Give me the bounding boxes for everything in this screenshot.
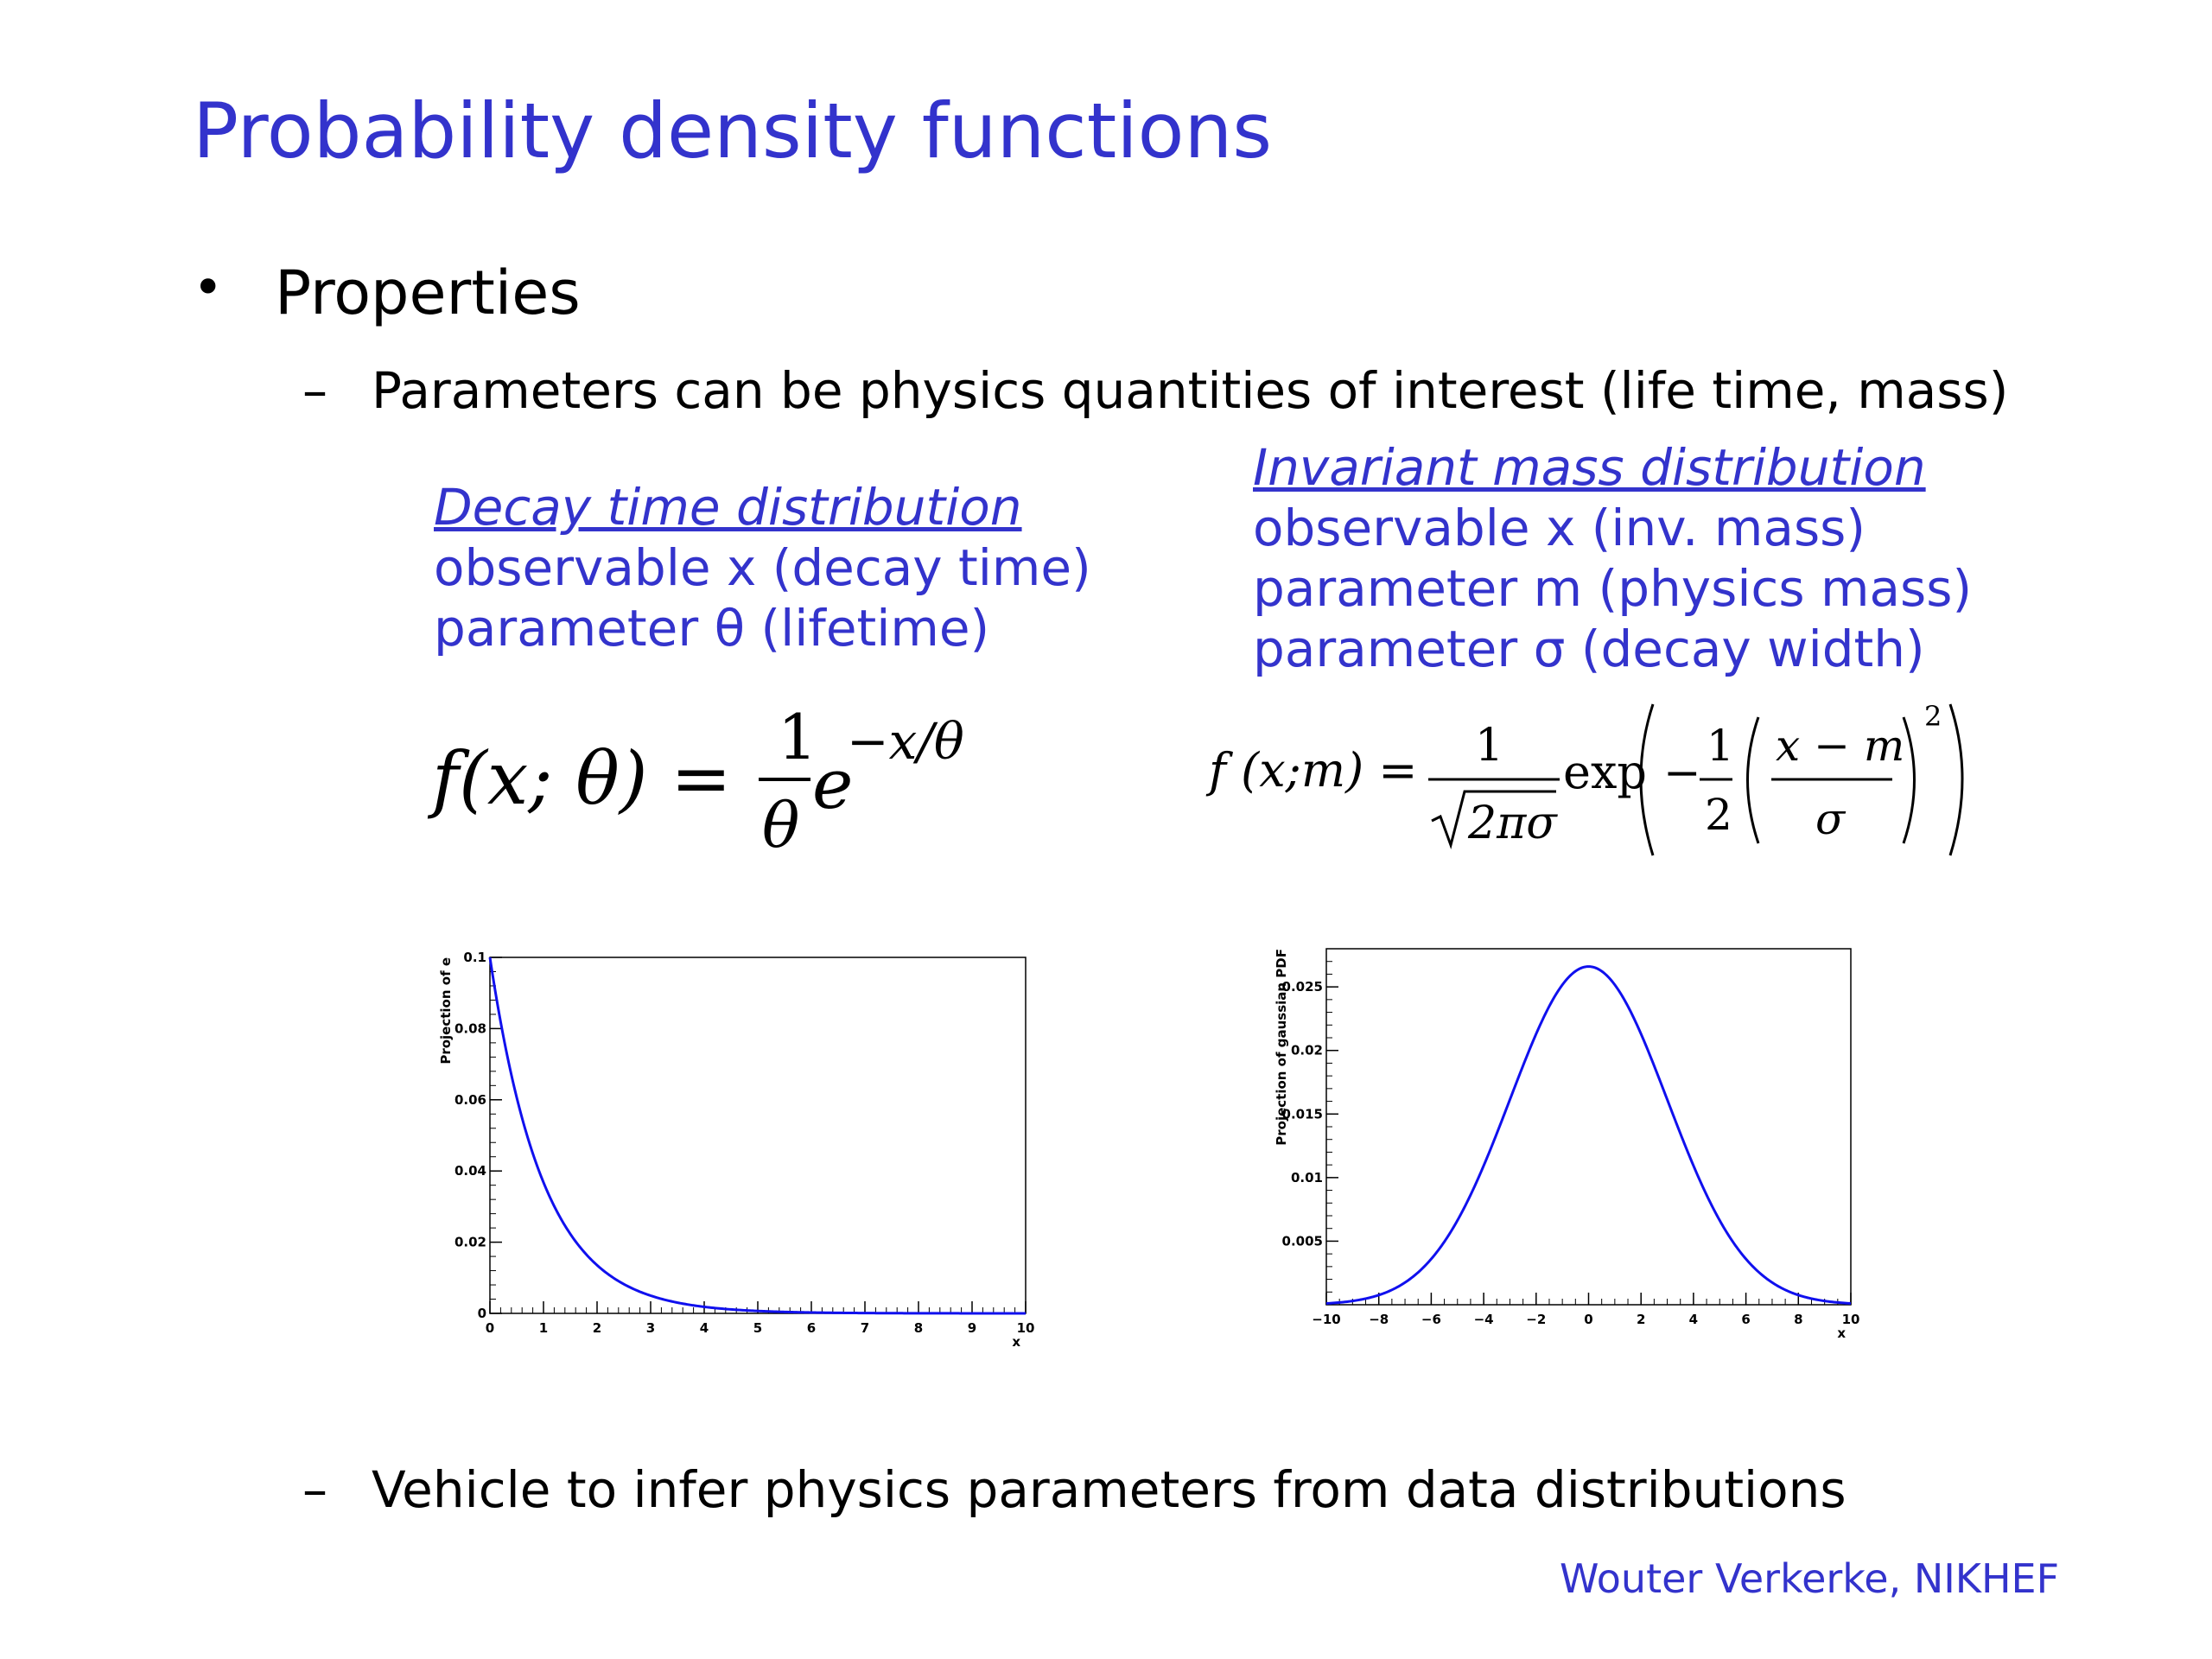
gaussian-formula: f (x;m) = 1 2πσ exp − 1 2 x − m σ 2 bbox=[1205, 700, 1964, 856]
x-tick-label: 7 bbox=[861, 1320, 869, 1336]
x-tick-label: 0 bbox=[486, 1320, 494, 1336]
decay-formula: f(x; θ) = 1 θ e −x/θ bbox=[427, 701, 964, 861]
gaussian-formula-numerator: 1 bbox=[1475, 720, 1503, 772]
x-tick-label: 4 bbox=[700, 1320, 709, 1336]
plot-frame bbox=[1325, 948, 1852, 1306]
right-paren-inner bbox=[1902, 716, 1916, 844]
gaussian-formula-denominator: 2πσ bbox=[1467, 798, 1558, 849]
decay-time-heading: Decay time distribution bbox=[434, 478, 1022, 537]
right-paren-outer bbox=[1948, 703, 1964, 856]
bullet-dot: • bbox=[193, 257, 224, 318]
decay-formula-exponent: −x/θ bbox=[847, 712, 964, 771]
x-tick-label: 5 bbox=[753, 1320, 762, 1336]
half-denominator: 2 bbox=[1705, 790, 1732, 840]
x-axis-label: x bbox=[1837, 1325, 1846, 1341]
sub-bullet-1: Parameters can be physics quantities of … bbox=[372, 361, 2009, 420]
invariant-mass-line-3: parameter σ (decay width) bbox=[1253, 620, 1925, 678]
slide-title: Probability density functions bbox=[193, 86, 1273, 175]
decay-formula-numerator: 1 bbox=[778, 701, 817, 773]
x-tick-label: −10 bbox=[1312, 1312, 1340, 1327]
plot-frame bbox=[489, 957, 1027, 1314]
invariant-mass-line-1: observable x (inv. mass) bbox=[1253, 499, 1866, 557]
pdf-curve bbox=[488, 957, 1026, 1315]
y-tick-label: 0.005 bbox=[1282, 1233, 1323, 1249]
y-tick-label: 0 bbox=[478, 1306, 486, 1321]
gaussian-formula-lhs: f (x;m) = bbox=[1205, 743, 1418, 798]
bullet-properties: Properties bbox=[275, 257, 581, 328]
x-tick-label: 6 bbox=[1741, 1312, 1750, 1327]
y-tick-label: 0.02 bbox=[1291, 1043, 1323, 1058]
x-tick-label: 0 bbox=[1584, 1312, 1592, 1327]
invariant-mass-line-2: parameter m (physics mass) bbox=[1253, 559, 1973, 618]
y-tick-label: 0.08 bbox=[454, 1020, 486, 1036]
x-tick-label: 10 bbox=[1842, 1312, 1860, 1327]
x-tick-label: 3 bbox=[646, 1320, 655, 1336]
invariant-mass-block: Invariant mass distribution observable x… bbox=[1253, 437, 1972, 679]
gaussian-formula-minus: − bbox=[1663, 747, 1701, 799]
x-tick-label: 1 bbox=[539, 1320, 548, 1336]
x-tick-label: 10 bbox=[1017, 1320, 1035, 1336]
half-numerator: 1 bbox=[1707, 721, 1734, 771]
sqrt-sign bbox=[1431, 790, 1556, 850]
x-tick-label: −6 bbox=[1421, 1312, 1441, 1327]
y-tick-label: 0.1 bbox=[463, 950, 486, 965]
x-tick-label: −2 bbox=[1526, 1312, 1546, 1327]
y-tick-label: 0.06 bbox=[454, 1092, 486, 1108]
x-tick-label: −8 bbox=[1369, 1312, 1389, 1327]
x-tick-label: 9 bbox=[968, 1320, 976, 1336]
left-paren-outer bbox=[1639, 703, 1655, 856]
invariant-mass-heading: Invariant mass distribution bbox=[1253, 438, 1926, 497]
y-tick-label: 0.04 bbox=[454, 1163, 486, 1179]
power-exponent: 2 bbox=[1924, 700, 1942, 733]
y-tick-label: 0.02 bbox=[454, 1235, 486, 1250]
gaussian-formula-func: exp bbox=[1563, 745, 1647, 799]
left-paren-inner bbox=[1746, 716, 1760, 844]
inner-numerator: x − m bbox=[1776, 721, 1904, 771]
x-tick-label: 2 bbox=[1637, 1312, 1645, 1327]
sub-bullet-2: Vehicle to infer physics parameters from… bbox=[372, 1460, 1847, 1519]
x-tick-label: 6 bbox=[807, 1320, 816, 1336]
x-tick-label: 8 bbox=[1794, 1312, 1802, 1327]
footer-author: Wouter Verkerke, NIKHEF bbox=[1560, 1555, 2060, 1602]
decay-formula-lhs: f(x; θ) = bbox=[427, 736, 732, 821]
gaussian-chart: −10 −8 −6 −4 −2 0 2 4 6 8 10 0.005 0.01 0.015 0.02 0.02… bbox=[1274, 948, 1860, 1341]
decay-time-line-1: observable x (decay time) bbox=[434, 538, 1091, 597]
decay-formula-base: e bbox=[812, 744, 853, 824]
decay-time-line-2: parameter θ (lifetime) bbox=[434, 599, 990, 658]
x-tick-label: 2 bbox=[593, 1320, 601, 1336]
inner-denominator: σ bbox=[1815, 794, 1847, 844]
y-axis-label: Projection of e bbox=[438, 957, 454, 1065]
decay-chart: 0 1 2 3 4 5 6 7 8 9 10 0 0.02 0.04 0.06 0.08 0.1 x Project… bbox=[438, 950, 1035, 1350]
y-tick-label: 0.025 bbox=[1282, 979, 1323, 995]
dash-2: – bbox=[302, 1460, 327, 1519]
decay-formula-denominator: θ bbox=[762, 789, 799, 861]
x-axis-label: x bbox=[1012, 1334, 1020, 1350]
x-tick-label: 8 bbox=[914, 1320, 923, 1336]
y-axis-label: Projection of gaussian PDF bbox=[1274, 949, 1289, 1146]
x-tick-label: −4 bbox=[1474, 1312, 1494, 1327]
decay-time-block: Decay time distribution observable x (de… bbox=[434, 477, 1091, 658]
y-tick-label: 0.015 bbox=[1282, 1106, 1323, 1122]
dash-1: – bbox=[302, 361, 327, 420]
x-tick-label: 4 bbox=[1689, 1312, 1698, 1327]
y-tick-label: 0.01 bbox=[1291, 1170, 1323, 1185]
